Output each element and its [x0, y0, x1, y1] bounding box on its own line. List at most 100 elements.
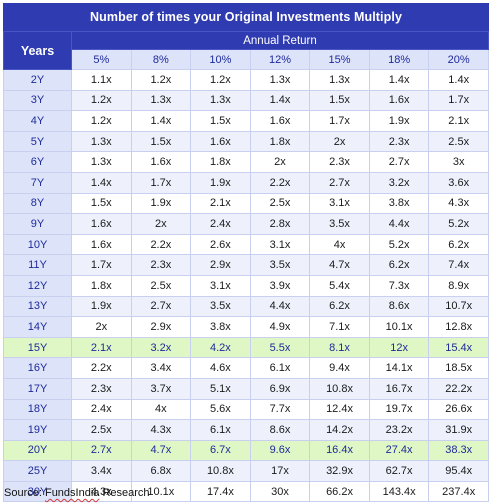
table-row: 14Y 2x 2.9x 3.8x 4.9x 7.1x 10.1x 12.8x — [3, 316, 489, 338]
multiple-cell: 143.4x — [368, 480, 430, 503]
multiple-cell: 3.6x — [428, 171, 489, 194]
multiple-cell: 12.8x — [428, 316, 489, 338]
annual-return-header: Annual Return — [71, 31, 489, 50]
multiple-cell: 15.4x — [428, 336, 489, 359]
multiple-cell: 5.6x — [190, 398, 251, 421]
table-row: 19Y 2.5x 4.3x 6.1x 8.6x 14.2x 23.2x 31.9x — [3, 419, 489, 441]
multiple-cell: 1.2x — [71, 110, 132, 132]
multiple-cell: 4.4x — [249, 295, 311, 318]
multiple-cell: 1.4x — [249, 89, 311, 112]
chart-title: Number of times your Original Investment… — [3, 3, 489, 31]
rate-header-row: 5% 8% 10% 12% 15% 18% 20% — [4, 49, 489, 70]
multiple-cell: 26.6x — [428, 398, 489, 421]
multiple-cell: 4.7x — [309, 254, 370, 276]
multiple-cell: 1.6x — [71, 213, 132, 235]
multiple-cell: 8.1x — [309, 336, 370, 359]
multiple-cell: 1.5x — [71, 192, 132, 215]
multiple-cell: 2.1x — [71, 336, 132, 359]
multiple-cell: 5.2x — [368, 233, 430, 256]
multiple-cell: 2.3x — [368, 130, 430, 153]
source-note: Source: FundsIndia Research — [4, 487, 150, 499]
multiple-cell: 5.2x — [428, 213, 489, 235]
multiple-cell: 3.5x — [309, 213, 370, 235]
table-row: 25Y 3.4x 6.8x 10.8x 17x 32.9x 62.7x 95.4x — [3, 460, 489, 482]
multiple-cell: 1.6x — [130, 151, 192, 173]
year-cell: 13Y — [3, 295, 72, 318]
year-cell: 7Y — [3, 171, 72, 194]
multiple-cell: 2.3x — [309, 151, 370, 173]
rate-header-20pct: 20% — [428, 49, 489, 70]
multiple-cell: 2.2x — [71, 357, 132, 379]
multiple-cell: 6.9x — [249, 377, 311, 400]
year-cell: 25Y — [3, 460, 72, 482]
table-row: 30Y 4.3x 10.1x 17.4x 30x 66.2x 143.4x 237.4x — [3, 480, 489, 503]
multiple-cell: 6.1x — [190, 419, 251, 441]
multiple-cell: 2.1x — [428, 110, 489, 132]
multiple-cell: 1.2x — [130, 69, 192, 91]
multiple-cell: 1.3x — [71, 151, 132, 173]
year-cell: 4Y — [3, 110, 72, 132]
multiple-cell: 1.5x — [130, 130, 192, 153]
multiple-cell: 2.9x — [190, 254, 251, 276]
multiple-cell: 1.6x — [368, 89, 430, 112]
multiple-cell: 6.1x — [249, 357, 311, 379]
multiple-cell: 1.5x — [190, 110, 251, 132]
returns-table-container: Number of times your Original Investment… — [3, 3, 489, 503]
multiple-cell: 1.9x — [71, 295, 132, 318]
table-row: 4Y 1.2x 1.4x 1.5x 1.6x 1.7x 1.9x 2.1x — [3, 110, 489, 132]
multiple-cell: 4.3x — [71, 480, 132, 503]
multiple-cell: 8.6x — [249, 419, 311, 441]
multiple-cell: 3.8x — [368, 192, 430, 215]
table-row: 2Y 1.1x 1.2x 1.2x 1.3x 1.3x 1.4x 1.4x — [3, 69, 489, 91]
year-cell: 30Y — [3, 480, 72, 503]
year-cell: 6Y — [3, 151, 72, 173]
multiple-cell: 3.2x — [368, 171, 430, 194]
multiple-cell: 3.4x — [130, 357, 192, 379]
multiple-cell: 2.2x — [130, 233, 192, 256]
multiple-cell: 2.7x — [71, 439, 132, 462]
multiple-cell: 2.4x — [71, 398, 132, 421]
multiple-cell: 16.4x — [309, 439, 370, 462]
multiple-cell: 16.7x — [368, 377, 430, 400]
multiple-cell: 30x — [249, 480, 311, 503]
multiple-cell: 5.1x — [190, 377, 251, 400]
multiple-cell: 23.2x — [368, 419, 430, 441]
table-row: 12Y 1.8x 2.5x 3.1x 3.9x 5.4x 7.3x 8.9x — [3, 274, 489, 297]
multiple-cell: 4.3x — [130, 419, 192, 441]
year-cell: 20Y — [3, 439, 72, 462]
multiple-cell: 1.7x — [309, 110, 370, 132]
multiple-cell: 1.3x — [190, 89, 251, 112]
multiple-cell: 10.7x — [428, 295, 489, 318]
table-row: 5Y 1.3x 1.5x 1.6x 1.8x 2x 2.3x 2.5x — [3, 130, 489, 153]
table-body: 2Y 1.1x 1.2x 1.2x 1.3x 1.3x 1.4x 1.4x 3Y 1.2x 1.3x… — [3, 69, 489, 503]
source-prefix: Source: — [4, 487, 45, 499]
multiple-cell: 2x — [130, 213, 192, 235]
multiple-cell: 3.8x — [190, 316, 251, 338]
year-cell: 8Y — [3, 192, 72, 215]
year-cell: 5Y — [3, 130, 72, 153]
multiple-cell: 17x — [249, 460, 311, 482]
multiple-cell: 3.5x — [190, 295, 251, 318]
multiple-cell: 1.9x — [130, 192, 192, 215]
multiple-cell: 2.5x — [130, 274, 192, 297]
multiple-cell: 4x — [130, 398, 192, 421]
multiple-cell: 4.6x — [190, 357, 251, 379]
multiple-cell: 3.9x — [249, 274, 311, 297]
multiple-cell: 6.2x — [368, 254, 430, 276]
multiple-cell: 4x — [309, 233, 370, 256]
multiple-cell: 10.8x — [190, 460, 251, 482]
multiple-cell: 1.6x — [190, 130, 251, 153]
multiple-cell: 7.7x — [249, 398, 311, 421]
multiple-cell: 2.5x — [428, 130, 489, 153]
multiple-cell: 1.2x — [190, 69, 251, 91]
multiple-cell: 3x — [428, 151, 489, 173]
multiple-cell: 8.9x — [428, 274, 489, 297]
rate-header-8pct: 8% — [130, 49, 192, 70]
multiple-cell: 3.1x — [249, 233, 311, 256]
years-header: Years — [3, 31, 72, 70]
multiple-cell: 14.1x — [368, 357, 430, 379]
rate-header-12pct: 12% — [249, 49, 311, 70]
multiple-cell: 3.1x — [309, 192, 370, 215]
year-cell: 12Y — [3, 274, 72, 297]
multiple-cell: 38.3x — [428, 439, 489, 462]
